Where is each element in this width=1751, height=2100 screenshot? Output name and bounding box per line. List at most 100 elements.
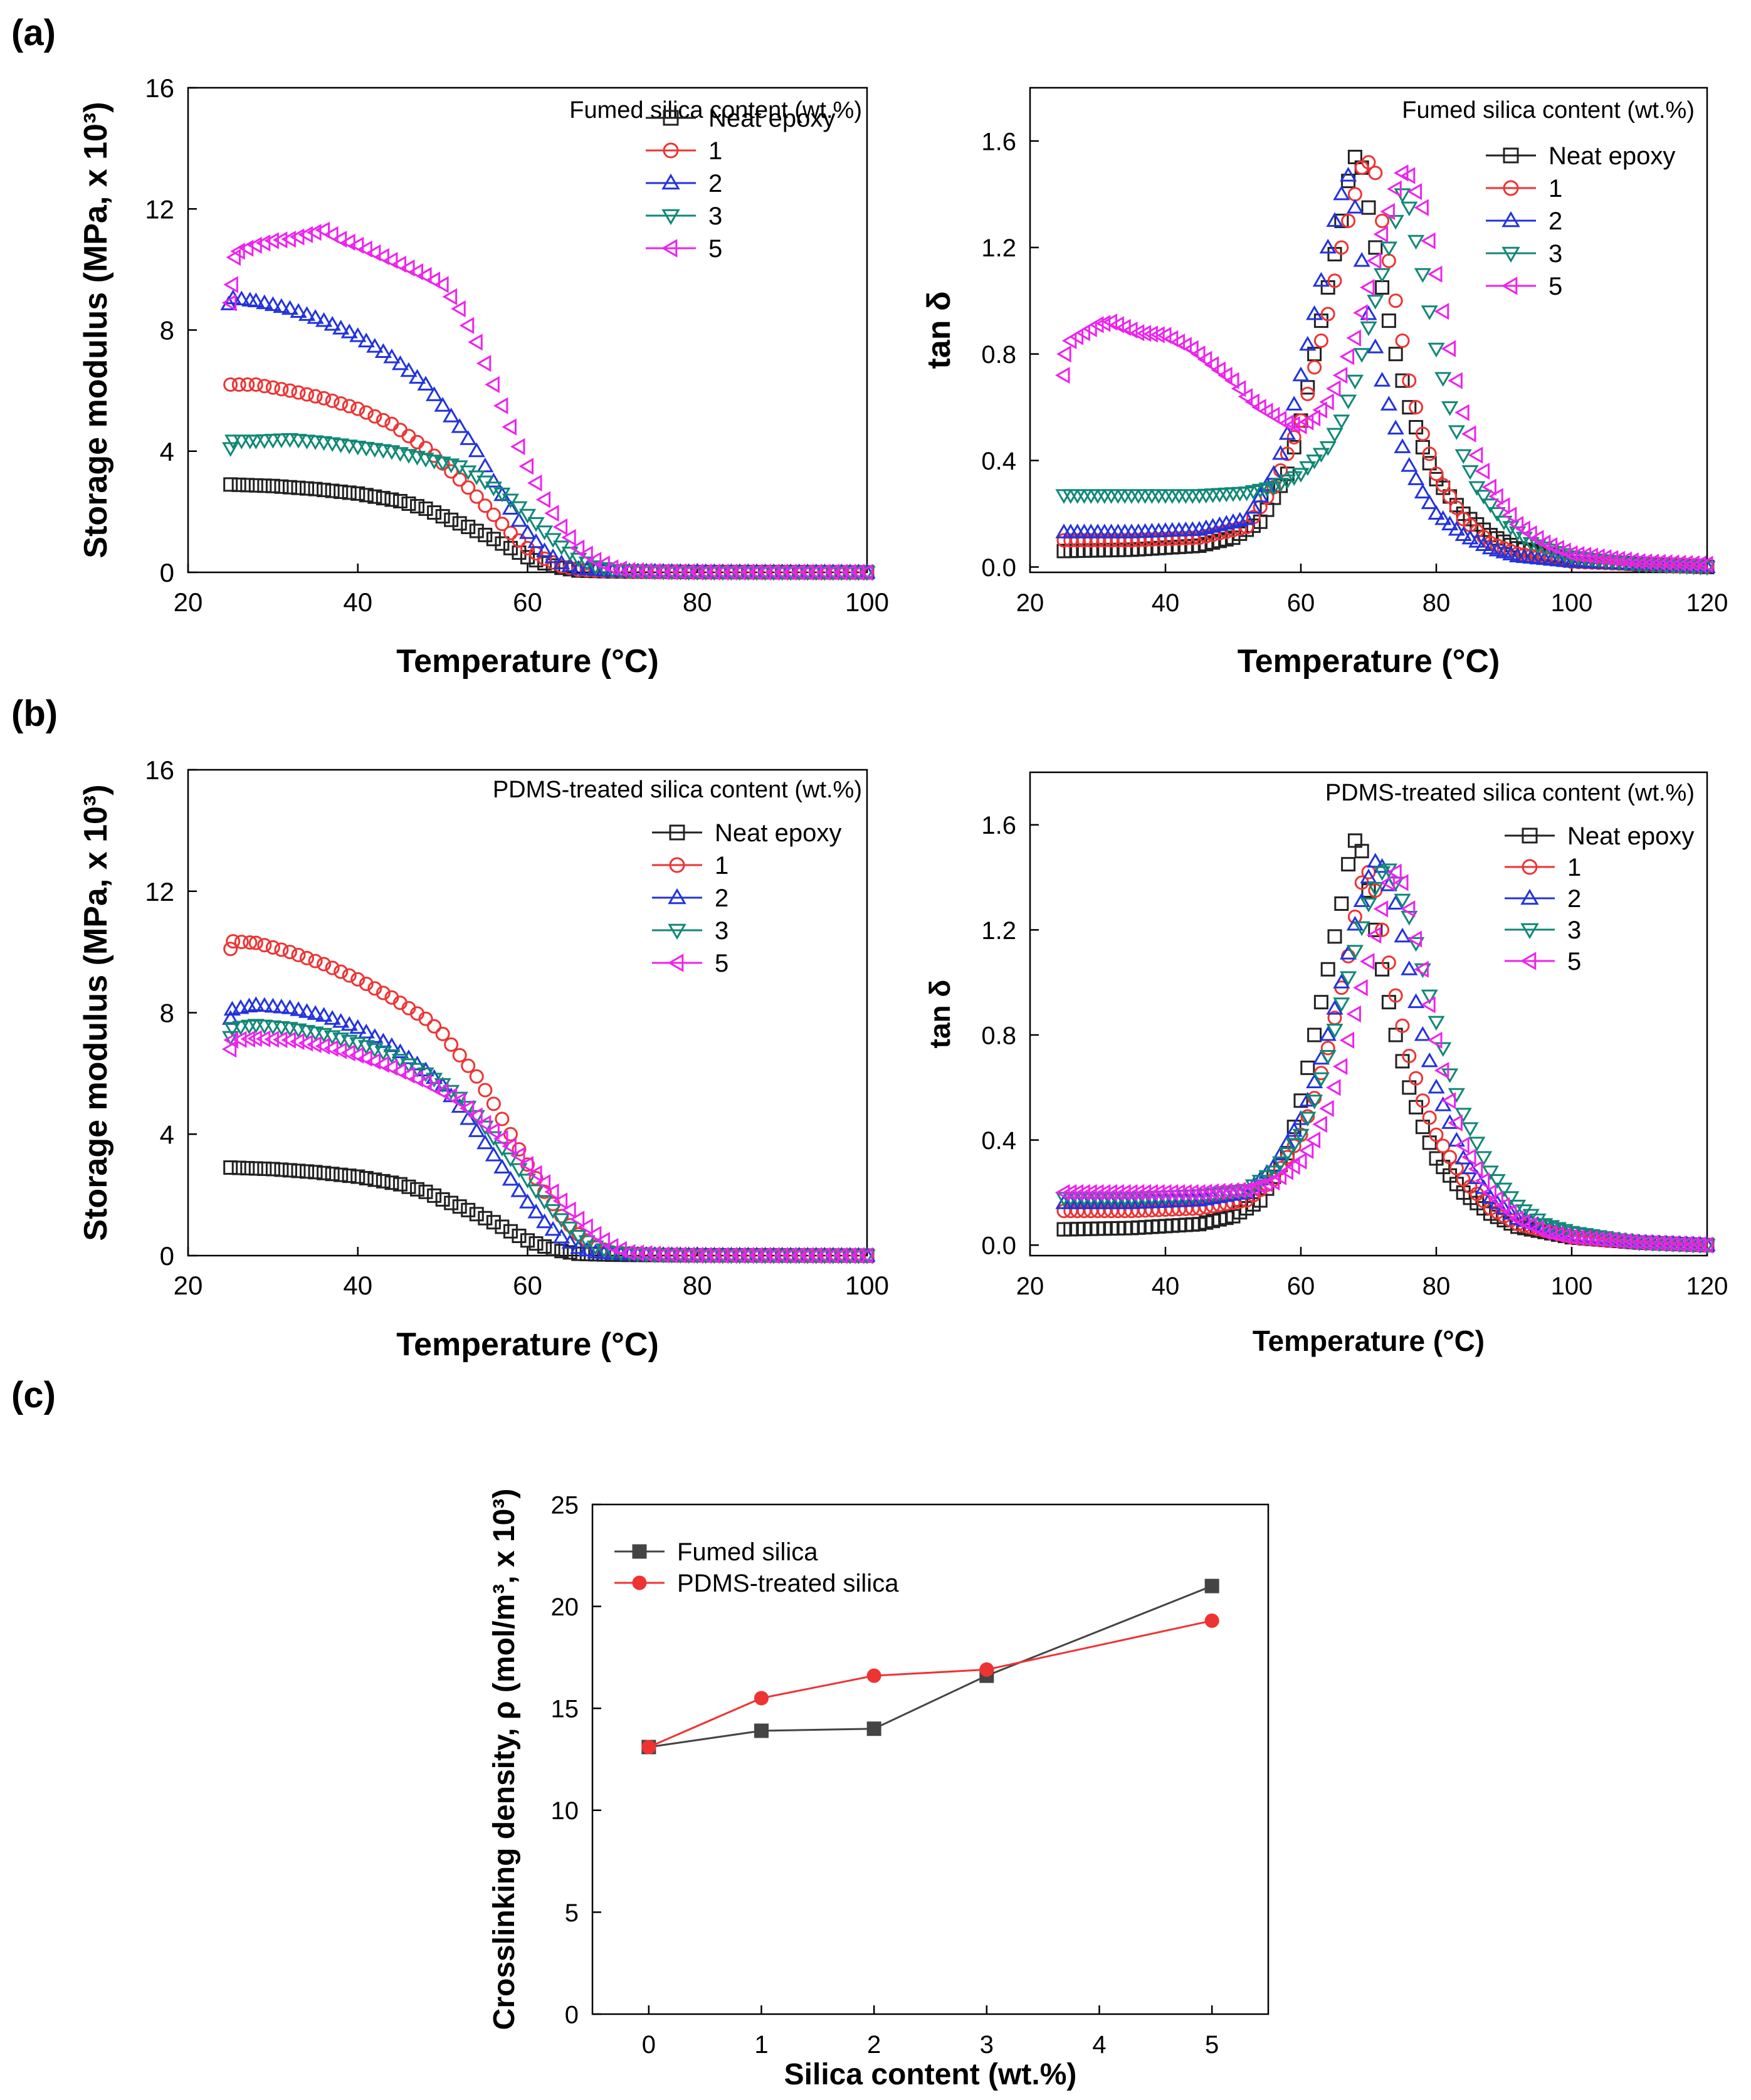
data-point [1231,1182,1246,1199]
data-point [1454,449,1472,465]
data-point [1434,510,1452,525]
data-point [264,232,279,249]
data-point [357,240,372,258]
data-point [1353,252,1370,267]
data-point [866,1668,881,1683]
data-point [1319,1100,1334,1117]
data-point [1402,400,1417,415]
data-point [544,1221,562,1236]
data-point [1698,561,1716,576]
data-point [476,355,492,372]
data-point [1644,554,1659,571]
data-point [1394,874,1409,891]
data-point [223,377,238,392]
data-point [442,288,458,305]
data-point [595,1232,610,1249]
data-point [773,1247,789,1264]
data-point [221,1041,237,1058]
data-point [452,516,467,531]
y-tick-label: 20 [551,1593,579,1621]
data-point [730,1247,746,1264]
data-point [1312,1072,1330,1088]
data-point [705,1246,720,1264]
data-point [495,1111,510,1126]
legend-label: 2 [708,170,722,197]
x-tick-label: 120 [1686,589,1728,617]
data-point [233,434,250,449]
data-point [1299,335,1317,351]
data-point [1468,1137,1486,1152]
data-point [323,226,339,243]
data-point [384,492,399,507]
data-point [281,999,299,1014]
data-point [1576,1229,1592,1247]
data-point [282,945,297,960]
data-point [1076,533,1091,548]
legend-marker [1503,180,1519,196]
data-point [1373,900,1389,918]
data-point [520,1233,535,1248]
data-point [1299,461,1317,476]
data-point [282,383,297,398]
data-point [1313,995,1328,1010]
data-point [1590,1231,1605,1248]
data-point [1651,1234,1666,1252]
data-point [544,1204,562,1219]
data-point [554,1244,569,1259]
data-point [1327,929,1342,944]
data-point [1428,1031,1443,1049]
data-point [1461,1122,1479,1137]
data-point [1637,553,1653,571]
data-point [342,968,357,983]
data-point [459,317,475,334]
data-point [1238,510,1256,525]
data-point [1191,345,1206,363]
data-point [325,960,340,975]
data-point [502,1138,517,1155]
data-point [553,1213,571,1228]
data-point [1172,531,1187,546]
plot-frame [591,1503,1270,2015]
legend-title: Fumed silica content (wt.%) [569,97,862,123]
legend-title: PDMS-treated silica content (wt.%) [1325,780,1695,806]
data-point [1353,921,1370,937]
data-point [841,1247,856,1264]
data-point [1299,1091,1317,1107]
data-point [1332,367,1348,384]
y-tick-label: 8 [160,999,174,1028]
data-point [1441,1114,1459,1129]
data-point [340,323,358,339]
data-point [1429,1127,1444,1142]
data-point [1090,533,1105,548]
data-point [224,434,242,449]
data-point [561,1221,579,1237]
data-point [1089,316,1104,333]
data-point [308,1165,323,1180]
x-axis-title: Temperature (°C) [1253,1325,1485,1357]
legend-marker [632,1575,647,1590]
legend-marker [661,209,680,226]
data-point [518,1194,537,1209]
data-point [1265,1165,1283,1180]
data-point [1651,554,1666,571]
x-tick-label: 60 [1287,1273,1315,1300]
data-point [722,1247,737,1264]
data-point [444,1037,459,1052]
legend-label: Neat epoxy [1549,142,1675,170]
data-point [552,1192,568,1210]
y-tick-label: 0.4 [981,448,1016,475]
data-point [748,564,763,581]
data-point [1664,1235,1680,1252]
data-point [1238,388,1253,406]
data-point [1083,533,1098,548]
data-point [833,564,848,581]
data-point [1055,367,1070,384]
data-point [1395,333,1410,348]
data-point [1367,295,1384,310]
data-point [1394,188,1411,203]
data-point [1401,457,1418,472]
data-point [1454,1137,1470,1154]
data-point [1495,1197,1510,1214]
data-point [1271,1168,1287,1185]
data-point [468,442,485,458]
